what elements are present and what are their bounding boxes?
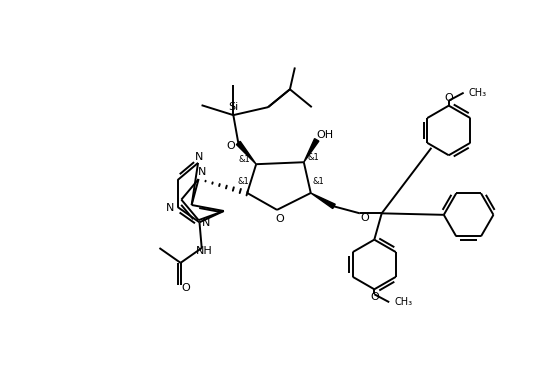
- Text: Si: Si: [228, 102, 238, 112]
- Polygon shape: [236, 141, 256, 164]
- Text: O: O: [444, 93, 453, 103]
- Text: NH: NH: [196, 246, 213, 256]
- Text: &1: &1: [237, 177, 249, 185]
- Text: N: N: [165, 203, 174, 213]
- Text: O: O: [360, 213, 369, 223]
- Text: O: O: [181, 283, 190, 293]
- Text: O: O: [370, 292, 379, 302]
- Text: O: O: [276, 214, 285, 224]
- Text: &1: &1: [313, 177, 325, 185]
- Text: N: N: [202, 218, 211, 228]
- Text: &1: &1: [308, 153, 320, 162]
- Text: N: N: [195, 152, 203, 162]
- Text: CH₃: CH₃: [468, 88, 487, 98]
- Polygon shape: [311, 193, 335, 209]
- Text: OH: OH: [316, 130, 333, 140]
- Text: &1: &1: [238, 155, 250, 164]
- Text: N: N: [198, 167, 207, 177]
- Text: CH₃: CH₃: [394, 297, 412, 307]
- Polygon shape: [304, 139, 319, 162]
- Text: O: O: [226, 141, 234, 151]
